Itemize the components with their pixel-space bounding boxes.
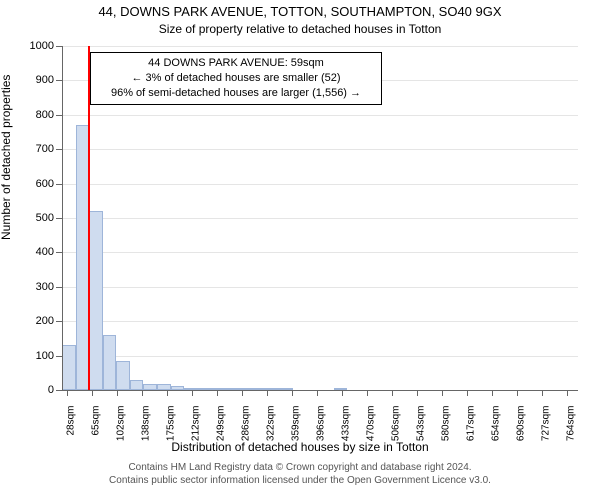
x-tick: [92, 390, 93, 396]
info-box: 44 DOWNS PARK AVENUE: 59sqm ← 3% of deta…: [90, 52, 382, 105]
chart-container: 44, DOWNS PARK AVENUE, TOTTON, SOUTHAMPT…: [0, 0, 600, 500]
x-axis-line: [62, 390, 578, 391]
x-tick-label: 102sqm: [116, 406, 127, 442]
credits: Contains HM Land Registry data © Crown c…: [0, 462, 600, 487]
x-tick-label: 249sqm: [216, 406, 227, 442]
y-tick-label: 500: [22, 212, 54, 224]
x-tick: [242, 390, 243, 396]
x-tick-label: 175sqm: [166, 406, 177, 442]
x-tick-label: 212sqm: [191, 406, 202, 442]
x-tick: [492, 390, 493, 396]
y-tick-label: 400: [22, 246, 54, 258]
info-line-2: ← 3% of detached houses are smaller (52): [97, 71, 375, 86]
x-tick-label: 617sqm: [466, 406, 477, 442]
y-tick-label: 300: [22, 281, 54, 293]
x-tick-label: 322sqm: [266, 406, 277, 442]
gridline: [62, 287, 578, 288]
x-tick-label: 543sqm: [416, 406, 427, 442]
x-tick-label: 65sqm: [91, 406, 102, 436]
gridline: [62, 252, 578, 253]
y-axis-label: Number of detached properties: [0, 75, 13, 240]
gridline: [62, 356, 578, 357]
x-tick: [367, 390, 368, 396]
x-tick: [292, 390, 293, 396]
x-tick: [517, 390, 518, 396]
gridline: [62, 184, 578, 185]
y-tick-label: 1000: [22, 40, 54, 52]
y-tick-label: 600: [22, 178, 54, 190]
y-tick-label: 200: [22, 315, 54, 327]
credits-line-1: Contains HM Land Registry data © Crown c…: [0, 462, 600, 475]
x-tick-label: 433sqm: [341, 406, 352, 442]
x-tick-label: 690sqm: [516, 406, 527, 442]
x-tick-label: 28sqm: [66, 406, 77, 436]
gridline: [62, 218, 578, 219]
x-tick-label: 359sqm: [291, 406, 302, 442]
y-tick-label: 100: [22, 350, 54, 362]
x-tick-label: 138sqm: [141, 406, 152, 442]
x-tick: [342, 390, 343, 396]
x-tick: [542, 390, 543, 396]
gridline: [62, 46, 578, 47]
histogram-bar: [130, 380, 144, 390]
x-tick: [567, 390, 568, 396]
x-tick-label: 580sqm: [441, 406, 452, 442]
x-tick: [392, 390, 393, 396]
histogram-bar: [116, 361, 130, 390]
info-line-3: 96% of semi-detached houses are larger (…: [97, 86, 375, 101]
x-tick: [192, 390, 193, 396]
gridline: [62, 321, 578, 322]
gridline: [62, 149, 578, 150]
x-tick: [417, 390, 418, 396]
histogram-bar: [62, 345, 76, 390]
x-tick: [442, 390, 443, 396]
x-tick-label: 396sqm: [316, 406, 327, 442]
x-tick: [167, 390, 168, 396]
x-tick: [467, 390, 468, 396]
histogram-bar: [76, 125, 90, 390]
x-tick-label: 506sqm: [391, 406, 402, 442]
histogram-bar: [89, 211, 103, 390]
x-tick-label: 470sqm: [366, 406, 377, 442]
x-tick-label: 727sqm: [541, 406, 552, 442]
x-axis-label: Distribution of detached houses by size …: [0, 440, 600, 454]
x-tick-label: 654sqm: [491, 406, 502, 442]
y-tick-label: 800: [22, 109, 54, 121]
x-tick: [217, 390, 218, 396]
x-tick: [117, 390, 118, 396]
chart-subtitle: Size of property relative to detached ho…: [0, 22, 600, 36]
info-line-1: 44 DOWNS PARK AVENUE: 59sqm: [97, 56, 375, 71]
x-tick: [142, 390, 143, 396]
x-tick-label: 764sqm: [566, 406, 577, 442]
y-tick-label: 900: [22, 74, 54, 86]
x-tick: [317, 390, 318, 396]
chart-title: 44, DOWNS PARK AVENUE, TOTTON, SOUTHAMPT…: [0, 4, 600, 19]
y-tick-label: 700: [22, 143, 54, 155]
y-tick-label: 0: [22, 384, 54, 396]
x-tick: [267, 390, 268, 396]
histogram-bar: [103, 335, 117, 390]
gridline: [62, 115, 578, 116]
y-axis-line: [62, 46, 63, 390]
credits-line-2: Contains public sector information licen…: [0, 475, 600, 488]
x-tick-label: 286sqm: [241, 406, 252, 442]
x-tick: [67, 390, 68, 396]
